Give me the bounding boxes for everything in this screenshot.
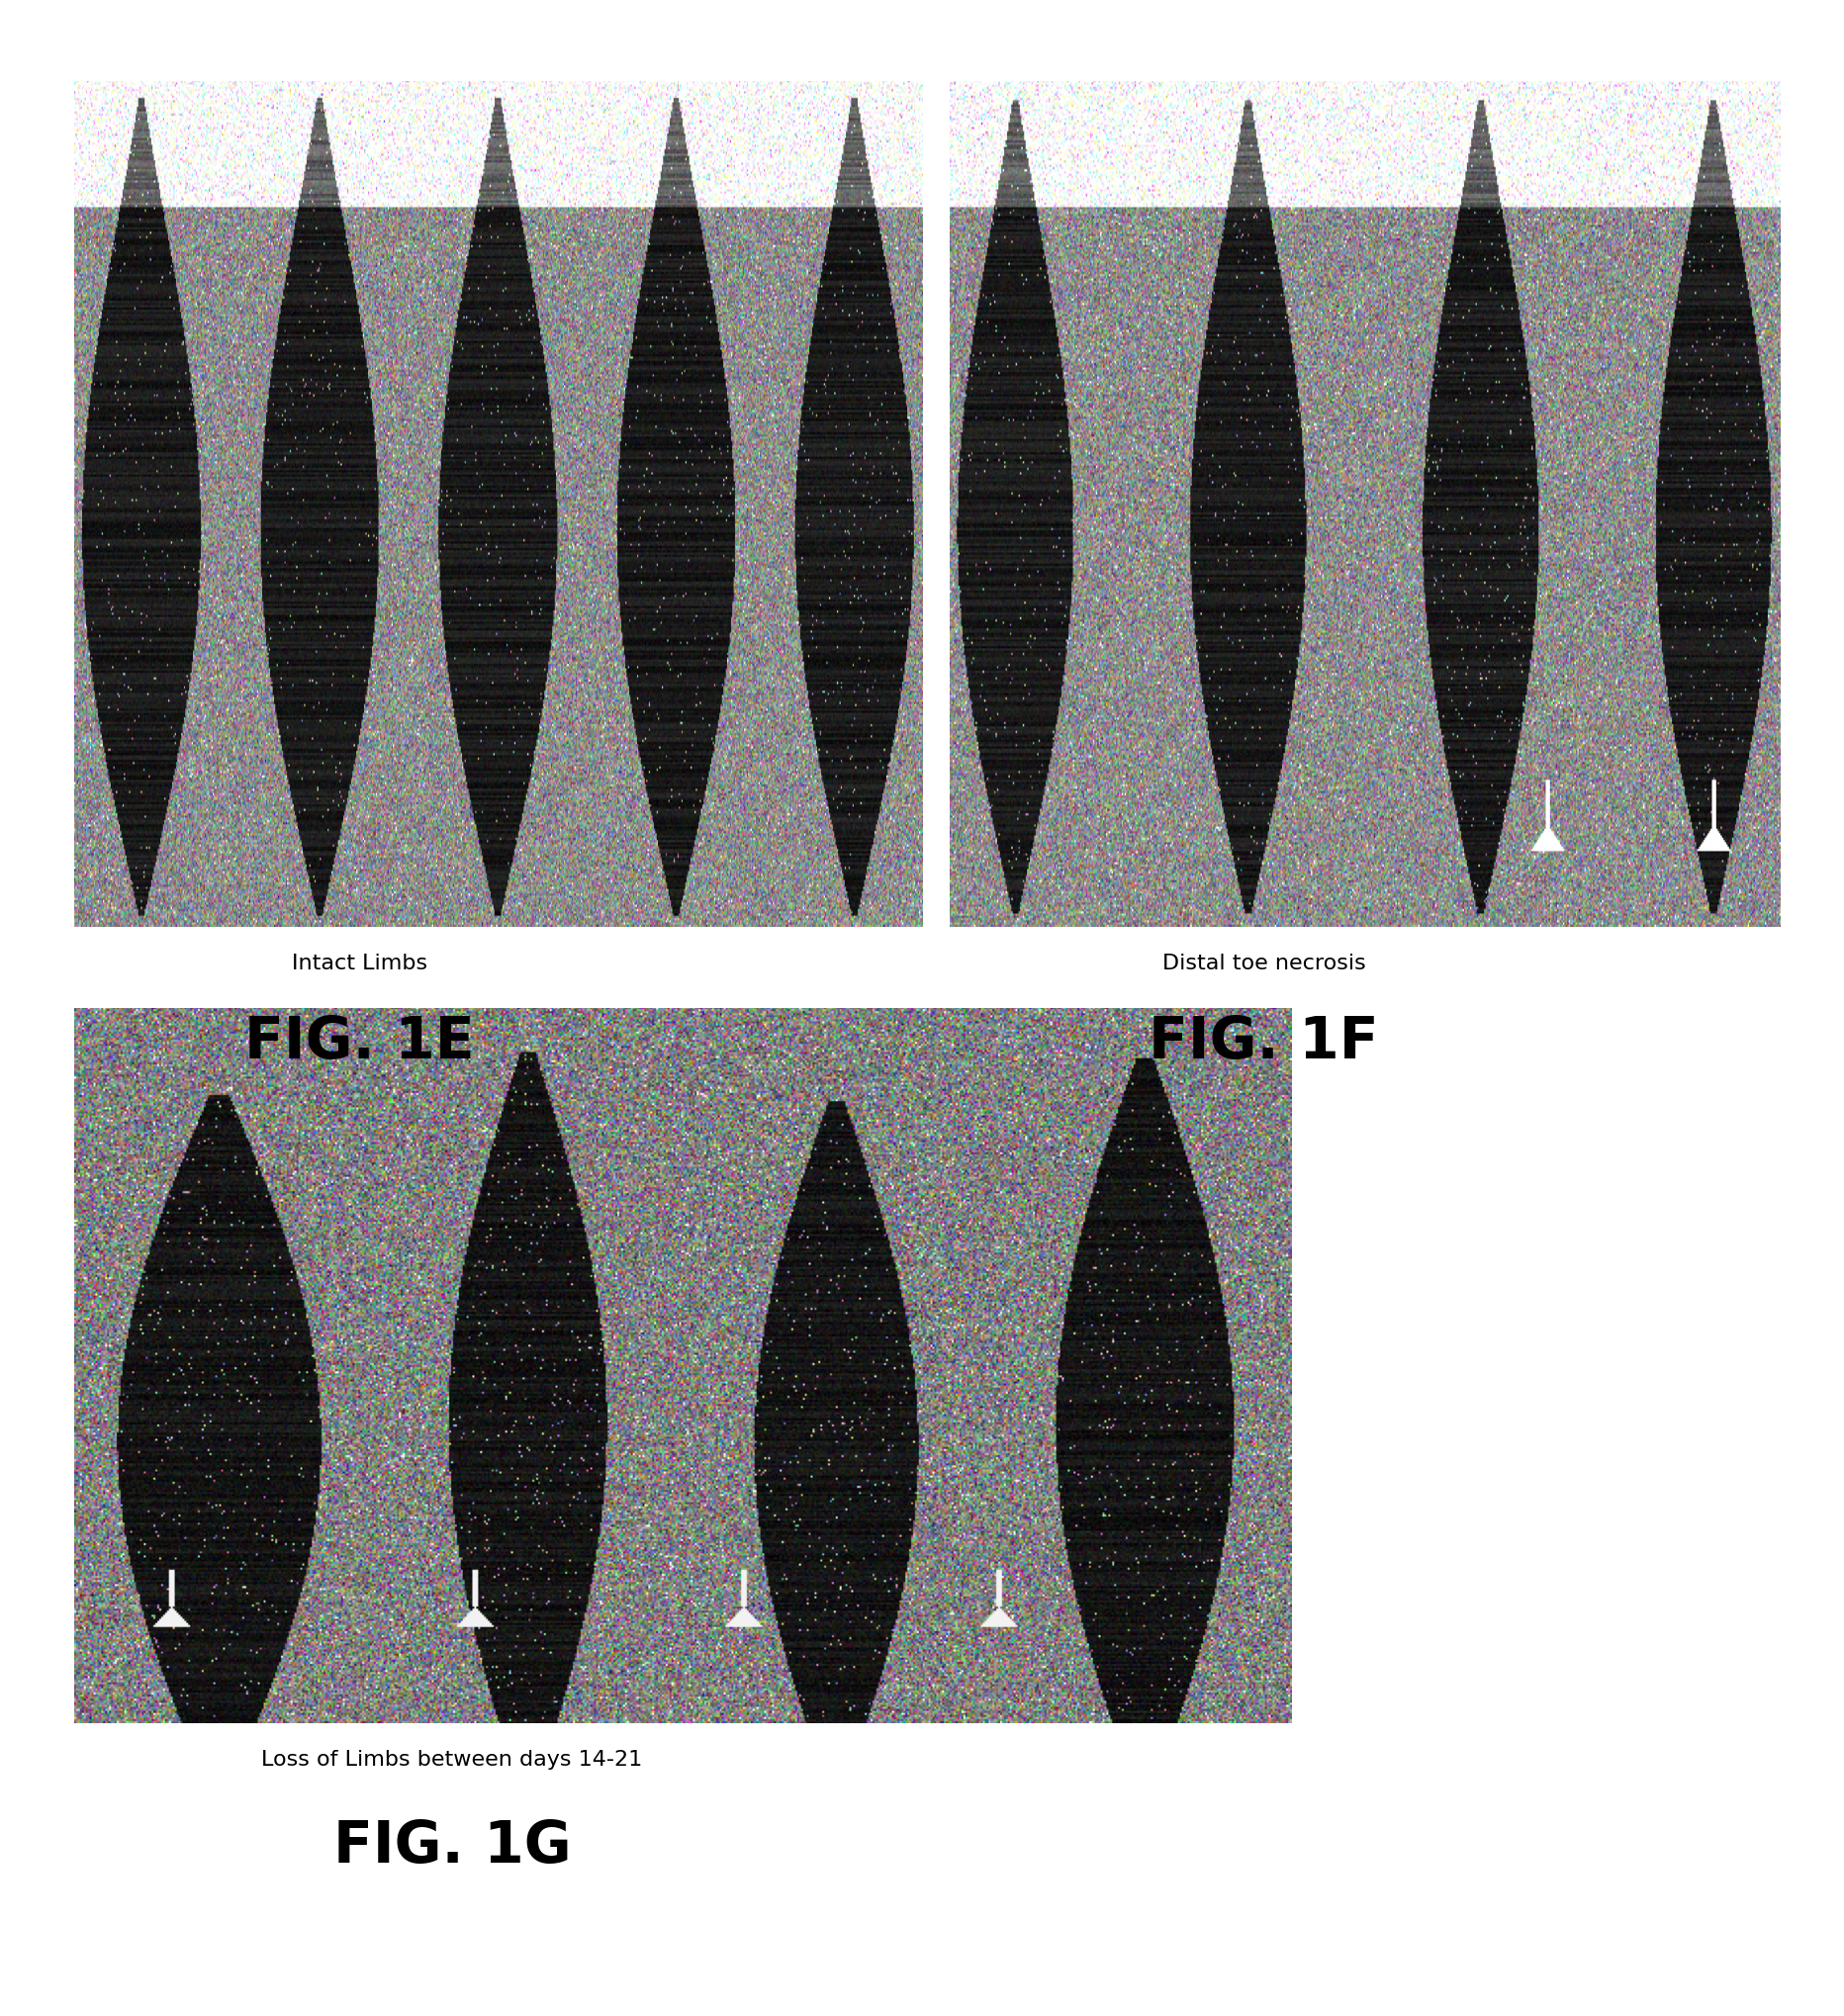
Text: Loss of Limbs between days 14-21: Loss of Limbs between days 14-21	[262, 1750, 642, 1770]
Text: Intact Limbs: Intact Limbs	[291, 954, 428, 974]
Text: FIG. 1F: FIG. 1F	[1149, 1014, 1377, 1070]
Text: FIG. 1E: FIG. 1E	[245, 1014, 474, 1070]
Text: FIG. 1G: FIG. 1G	[332, 1818, 572, 1875]
Text: Distal toe necrosis: Distal toe necrosis	[1162, 954, 1365, 974]
